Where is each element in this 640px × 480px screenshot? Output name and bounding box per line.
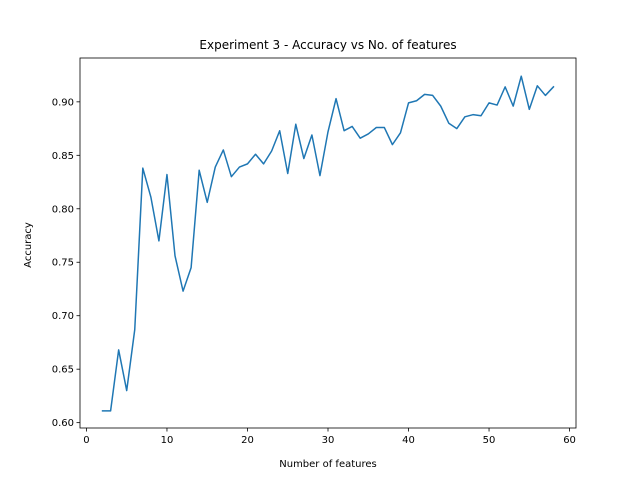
y-tick-label: 0.70 (52, 311, 74, 322)
x-tick-label: 0 (83, 435, 89, 446)
y-tick-label: 0.60 (52, 418, 74, 429)
y-tick-label: 0.65 (52, 365, 74, 376)
x-axis: 0 10 20 30 40 50 60 (83, 428, 576, 446)
axes-frame (79, 57, 577, 429)
y-tick-label: 0.90 (52, 97, 74, 108)
x-tick-label: 60 (563, 435, 576, 446)
x-tick-label: 50 (483, 435, 496, 446)
plot-area (101, 75, 555, 412)
x-tick-label: 10 (161, 435, 174, 446)
y-axis-label: Accuracy (23, 222, 34, 268)
x-tick-label: 20 (241, 435, 254, 446)
y-tick-label: 0.85 (52, 151, 74, 162)
x-axis-label: Number of features (279, 459, 376, 470)
x-tick-label: 30 (322, 435, 335, 446)
x-tick-label: 40 (402, 435, 415, 446)
chart-title: Experiment 3 - Accuracy vs No. of featur… (199, 38, 456, 52)
y-tick-label: 0.80 (52, 204, 74, 215)
y-tick-label: 0.75 (52, 258, 74, 269)
y-axis: 0.60 0.65 0.70 0.75 0.80 0.85 0.90 (52, 97, 80, 429)
